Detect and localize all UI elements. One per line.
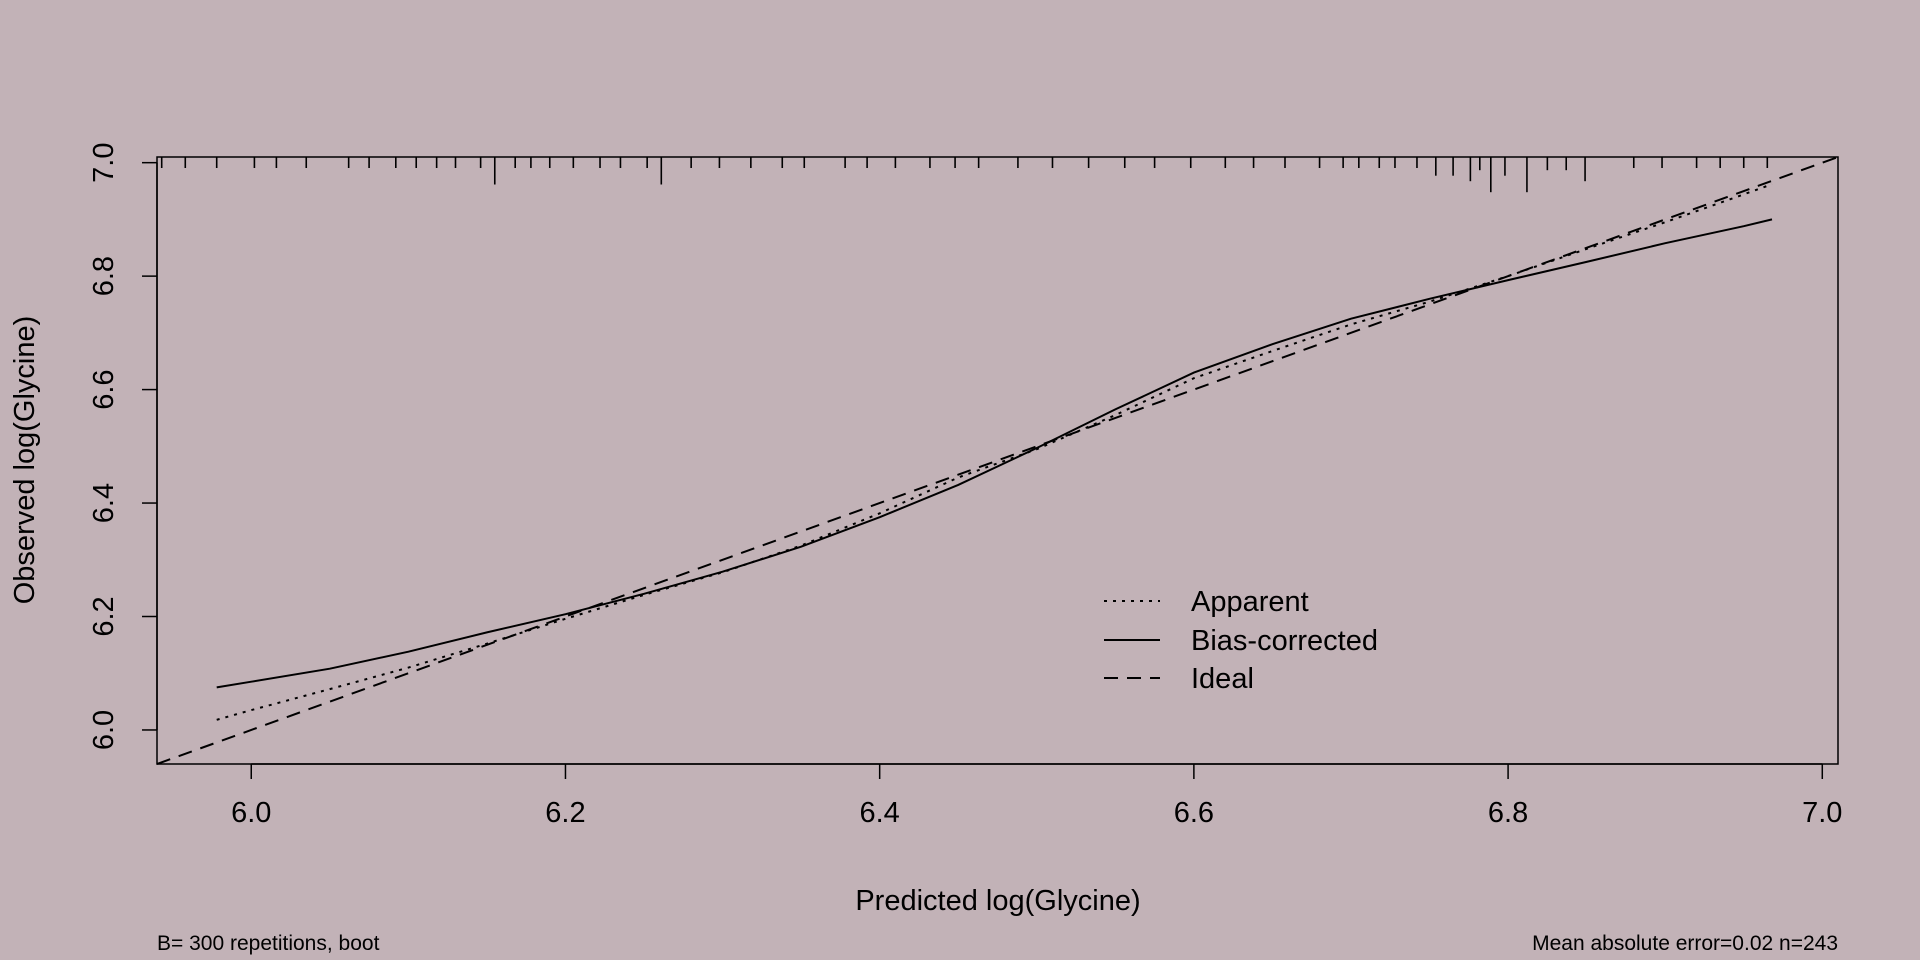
x-tick-label: 6.6 — [1174, 797, 1214, 829]
rug-ticks — [160, 157, 1769, 193]
y-tick-label: 7.0 — [88, 143, 120, 183]
y-tick-label: 6.4 — [88, 483, 120, 523]
legend: Apparent Bias-corrected Ideal — [1104, 586, 1378, 695]
x-axis: 6.0 6.2 6.4 6.6 6.8 7.0 — [231, 763, 1842, 829]
x-tick-label: 7.0 — [1802, 797, 1842, 829]
x-tick-label: 6.0 — [231, 797, 271, 829]
legend-label: Ideal — [1191, 663, 1254, 695]
y-axis-label: Observed log(Glycine) — [9, 316, 41, 605]
legend-label: Bias-corrected — [1191, 625, 1378, 657]
x-tick-label: 6.2 — [545, 797, 585, 829]
footnote-right: Mean absolute error=0.02 n=243 — [1532, 932, 1838, 955]
y-tick-label: 6.0 — [88, 710, 120, 750]
series-line-bias-corrected — [216, 218, 1773, 689]
y-tick-label: 6.8 — [88, 256, 120, 296]
series-lines — [156, 156, 1839, 765]
x-tick-label: 6.4 — [860, 797, 900, 829]
y-axis: 6.0 6.2 6.4 6.6 6.8 7.0 — [88, 143, 158, 750]
x-tick-label: 6.8 — [1488, 797, 1528, 829]
y-tick-label: 6.2 — [88, 596, 120, 636]
footnote-left: B= 300 repetitions, boot — [157, 932, 380, 955]
x-axis-label: Predicted log(Glycine) — [855, 885, 1140, 917]
legend-label: Apparent — [1191, 586, 1309, 618]
y-tick-label: 6.6 — [88, 369, 120, 409]
